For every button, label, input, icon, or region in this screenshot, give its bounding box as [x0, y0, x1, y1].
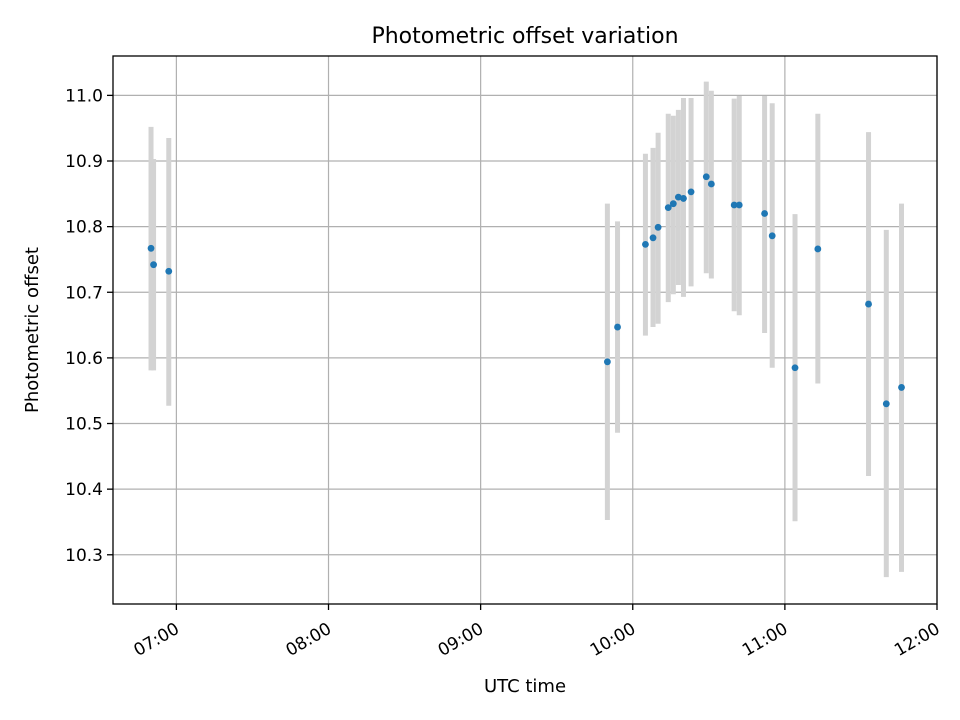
data-point [707, 180, 715, 188]
data-point [882, 400, 890, 408]
x-tick-label: 12:00 [891, 619, 943, 661]
chart-title: Photometric offset variation [371, 24, 678, 49]
data-point [791, 364, 799, 372]
data-point [702, 173, 710, 181]
x-tick-label: 09:00 [435, 619, 487, 661]
y-tick-label: 10.9 [65, 152, 103, 172]
data-point [680, 195, 687, 202]
data-point [604, 358, 611, 366]
x-axis-label: UTC time [484, 676, 566, 697]
data-point [669, 200, 677, 208]
data-point [687, 188, 695, 196]
data-point [165, 267, 173, 275]
error-bars [148, 81, 905, 578]
y-tick-label: 10.5 [65, 415, 103, 435]
y-tick-label: 10.3 [65, 546, 103, 566]
y-tick-label: 10.8 [65, 218, 103, 238]
data-point [768, 232, 776, 240]
data-point [649, 234, 657, 242]
data-point [654, 223, 662, 231]
x-tick-label: 11:00 [739, 619, 791, 661]
y-tick-label: 10.7 [65, 283, 103, 303]
data-point [865, 300, 872, 308]
y-tick-label: 10.6 [65, 349, 103, 369]
grid-lines [113, 56, 938, 604]
y-axis-label: Photometric offset [22, 247, 43, 413]
data-point [614, 323, 621, 331]
data-point [730, 201, 738, 209]
data-point [898, 384, 905, 391]
data-point [761, 210, 768, 217]
axis-ticks: 10.3 10.4 10.5 10.6 10.7 10.8 10.9 11.0 07:00 08:… [65, 86, 943, 660]
y-tick-label: 10.4 [65, 480, 103, 500]
data-points [147, 173, 905, 408]
x-tick-label: 08:00 [283, 619, 335, 661]
data-point [735, 201, 743, 209]
y-tick-label: 11.0 [65, 86, 103, 106]
x-tick-label: 07:00 [130, 619, 182, 661]
data-point [814, 245, 822, 253]
data-point [642, 240, 649, 248]
data-point [147, 244, 155, 252]
data-point [664, 204, 672, 212]
data-point [150, 261, 157, 269]
plot-frame [112, 55, 938, 605]
x-tick-label: 10:00 [587, 619, 639, 661]
